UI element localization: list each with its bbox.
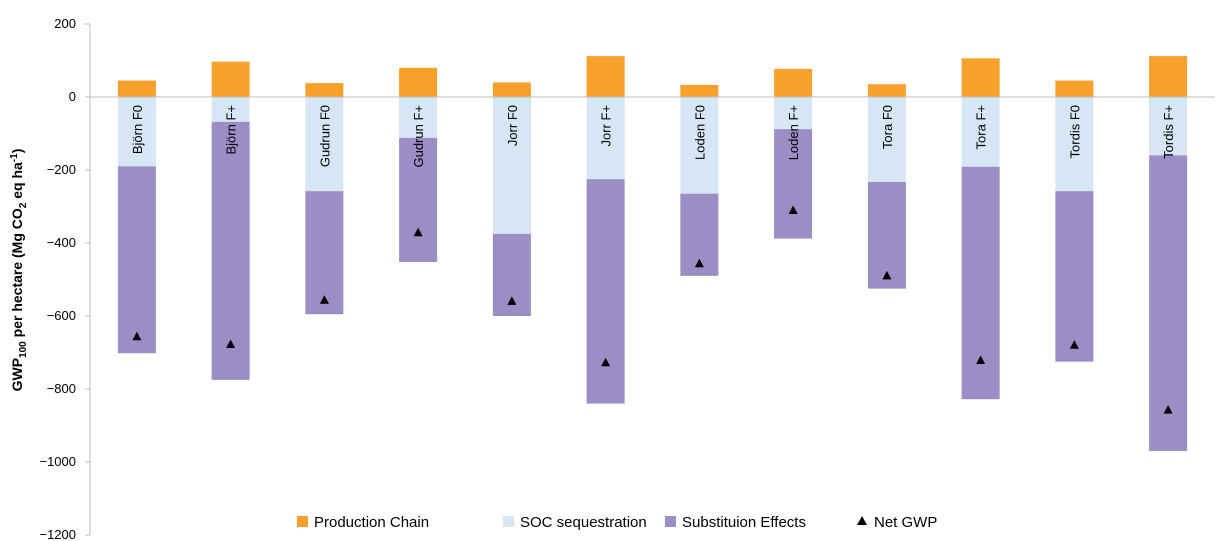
bar-segment	[1055, 97, 1094, 192]
y-axis-title: GWP100 per hectare (Mg CO2 eq ha-1)	[9, 149, 29, 392]
bar-segment	[1149, 56, 1188, 97]
y-tick-label: −1200	[39, 527, 76, 541]
y-tick-label: 0	[69, 89, 76, 104]
net-gwp-marker	[226, 339, 236, 348]
bar-segment	[305, 191, 344, 315]
net-gwp-markers	[132, 205, 1173, 414]
y-tick-label: −200	[47, 162, 76, 177]
legend-label: Net GWP	[874, 514, 937, 531]
legend-swatch	[503, 516, 514, 527]
legend-swatch	[665, 516, 676, 527]
y-axis: 200 0 −200 −400 −600 −800 −1000 −1200	[39, 16, 91, 541]
net-gwp-marker	[1069, 340, 1079, 349]
category-label: Gudrun F0	[317, 105, 332, 167]
net-gwp-marker	[976, 355, 986, 365]
net-gwp-marker	[1163, 405, 1173, 414]
bars	[117, 56, 1188, 452]
category-label: Tordis F+	[1161, 105, 1176, 159]
bar-segment	[774, 97, 813, 130]
bar-segment	[211, 61, 250, 97]
bar-segment	[211, 97, 250, 122]
bar-segment	[1149, 97, 1188, 156]
bar-segment	[680, 97, 719, 194]
bar-segment	[305, 97, 344, 192]
net-gwp-marker	[694, 258, 704, 268]
net-gwp-marker	[507, 296, 517, 305]
category-label: Björn F0	[130, 105, 145, 154]
y-tick-label: −400	[47, 235, 76, 250]
bar-segment	[305, 83, 344, 97]
net-gwp-marker	[601, 357, 611, 367]
legend-label: Substituion Effects	[682, 514, 806, 531]
y-tick-label: −1000	[39, 454, 76, 469]
bar-segment	[774, 129, 813, 239]
category-label: Björn F+	[224, 105, 239, 155]
bar-segment	[1149, 155, 1188, 452]
category-labels: Björn F0 Björn F+ Gudrun F0 Gudrun F+ Jorr F…	[130, 105, 1176, 168]
bar-segment	[680, 84, 719, 97]
category-label: Jorr F+	[599, 105, 614, 147]
bar-segment	[774, 68, 813, 97]
net-gwp-marker	[882, 270, 892, 280]
bar-segment	[586, 56, 625, 97]
legend-swatch	[297, 516, 308, 527]
bar-segment	[586, 179, 625, 404]
y-tick-label: −800	[47, 381, 76, 396]
category-label: Tora F0	[880, 105, 895, 149]
bar-segment	[399, 137, 438, 262]
legend-label: Production Chain	[314, 514, 429, 531]
y-tick-label: 200	[54, 16, 76, 31]
bar-segment	[1055, 80, 1094, 97]
bar-segment	[586, 97, 625, 180]
bar-segment	[961, 97, 1000, 167]
bar-segment	[961, 58, 1000, 97]
net-gwp-marker	[788, 205, 798, 215]
bar-segment	[117, 80, 156, 97]
category-label: Jorr F0	[505, 105, 520, 146]
category-label: Loden F0	[692, 105, 707, 160]
net-gwp-marker	[413, 227, 423, 237]
bar-segment	[492, 82, 531, 97]
bar-segment	[492, 97, 531, 234]
legend-marker	[857, 516, 867, 525]
legend-label: SOC sequestration	[520, 514, 647, 531]
bar-segment	[867, 97, 906, 183]
bar-segment	[1055, 191, 1094, 362]
category-label: Loden F+	[786, 105, 801, 160]
net-gwp-marker	[319, 295, 329, 304]
bar-segment	[399, 67, 438, 97]
category-label: Tora F+	[974, 105, 989, 149]
y-tick-label: −600	[47, 308, 76, 323]
bar-segment	[211, 121, 250, 380]
legend: Production Chain SOC sequestration Substit…	[297, 514, 937, 531]
bar-segment	[117, 97, 156, 167]
bar-segment	[867, 84, 906, 97]
net-gwp-marker	[132, 331, 142, 341]
bar-segment	[399, 97, 438, 138]
category-label: Tordis F0	[1067, 105, 1082, 158]
bar-segment	[961, 166, 1000, 400]
category-label: Gudrun F+	[411, 105, 426, 168]
bar-segment	[117, 166, 156, 354]
